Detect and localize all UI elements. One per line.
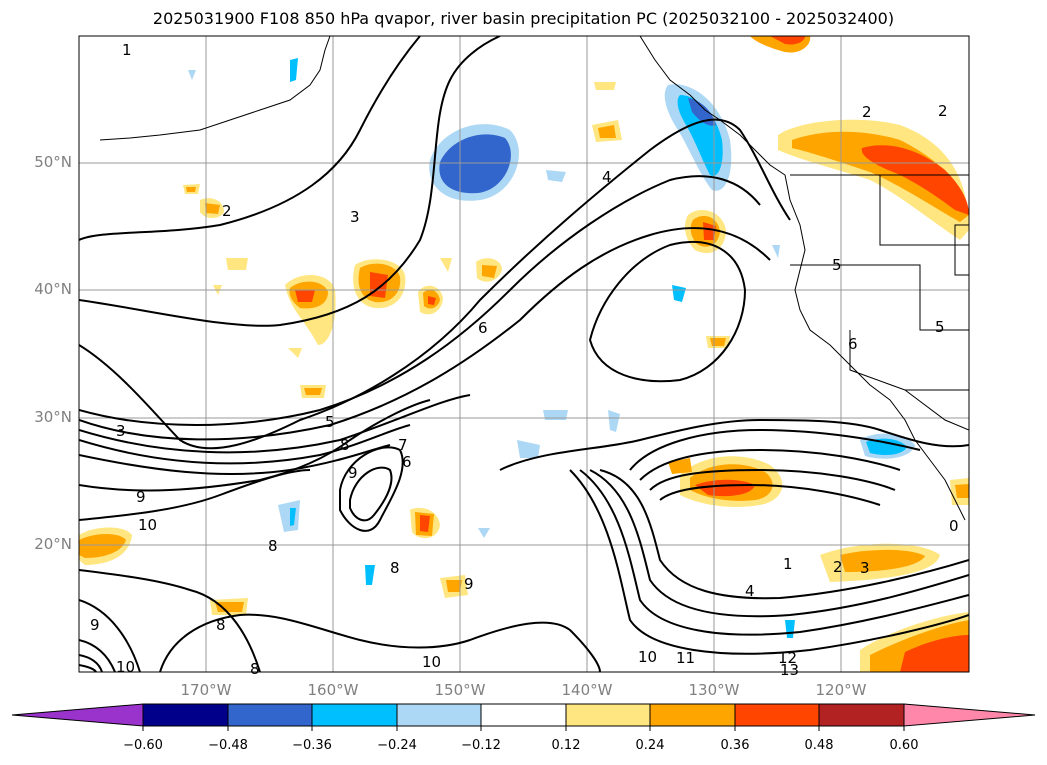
qvapor-contours [79,36,969,672]
contour-label: 7 [398,436,408,454]
lon-label: 120°W [815,681,867,699]
colorbar-swatch [565,703,651,727]
lat-label: 50°N [34,153,72,171]
colorbar-tick-label: −0.12 [461,738,501,753]
contour-label: 3 [350,208,360,226]
colorbar-tick-label: 0.48 [804,738,834,753]
contour-label: 2 [938,102,948,120]
contour-label: 2 [862,103,872,121]
colorbar-tick-label: −0.48 [208,738,248,753]
contour-label: 6 [402,453,412,471]
colorbar-swatch [480,703,567,727]
colorbar-tick-label: 0.12 [551,738,581,753]
colorbar-tick-label: 0.36 [720,738,750,753]
colorbar-extend-low [11,703,144,727]
contour-label: 9 [136,488,146,506]
lon-label: 170°W [180,681,232,699]
colorbar-swatch [396,703,482,727]
graticule [79,36,969,672]
contour-label: 4 [745,582,755,600]
precip-anomaly-shading [79,36,969,672]
contour-label: 9 [464,575,474,593]
contour-label: 0 [949,517,959,535]
contour-label: 2 [222,202,232,220]
contour-label: 5 [325,413,335,431]
lat-label: 30°N [34,408,72,426]
colorbar-tick-label: −0.24 [377,738,417,753]
colorbar-swatch [734,703,820,727]
contour-label: 10 [116,658,135,676]
contour-label: 5 [832,256,842,274]
contour-label: 8 [216,616,226,634]
figure-title: 2025031900 F108 850 hPa qvapor, river ba… [152,9,895,28]
contour-label: 12 [778,649,797,667]
contour-label: 3 [116,422,126,440]
contour-label: 8 [268,537,278,555]
contour-label: 11 [676,649,695,667]
colorbar-swatch [818,703,905,727]
contour-label-layer: 1 1 2 2 2 2 3 3 3 4 4 5 5 5 6 6 6 7 8 8 … [90,41,959,679]
contour-label: 10 [422,653,441,671]
lat-label: 20°N [34,535,72,553]
colorbar [11,703,1036,731]
colorbar-tick-label: 0.24 [635,738,665,753]
contour-label: 6 [478,319,488,337]
contour-label: 4 [602,168,612,186]
colorbar-swatch [142,703,229,727]
lat-label: 40°N [34,280,72,298]
contour-label: 10 [638,648,657,666]
contour-label: 13 [780,661,799,679]
lon-label: 140°W [561,681,613,699]
colorbar-tick-label: 0.60 [889,738,919,753]
contour-label: 1 [122,41,132,59]
contour-label: 8 [340,436,350,454]
colorbar-swatch [227,703,313,727]
colorbar-extend-high [903,703,1036,727]
lon-label: 160°W [307,681,359,699]
map-frame [78,35,970,673]
contour-label: 9 [348,464,358,482]
contour-label: 6 [848,335,858,353]
contour-label: 3 [860,559,870,577]
contour-label: 10 [138,516,157,534]
contour-label: 5 [935,318,945,336]
contour-label: 1 [783,555,793,573]
lon-label: 130°W [688,681,740,699]
colorbar-tick-label: −0.60 [123,738,163,753]
contour-label: 8 [390,559,400,577]
contour-label: 9 [90,616,100,634]
colorbar-swatch [649,703,736,727]
colorbar-tick-label: −0.36 [292,738,332,753]
coastlines [99,36,969,521]
lon-label: 150°W [434,681,486,699]
contour-label: 2 [833,558,843,576]
colorbar-swatch [311,703,398,727]
contour-label: 8 [250,660,260,678]
